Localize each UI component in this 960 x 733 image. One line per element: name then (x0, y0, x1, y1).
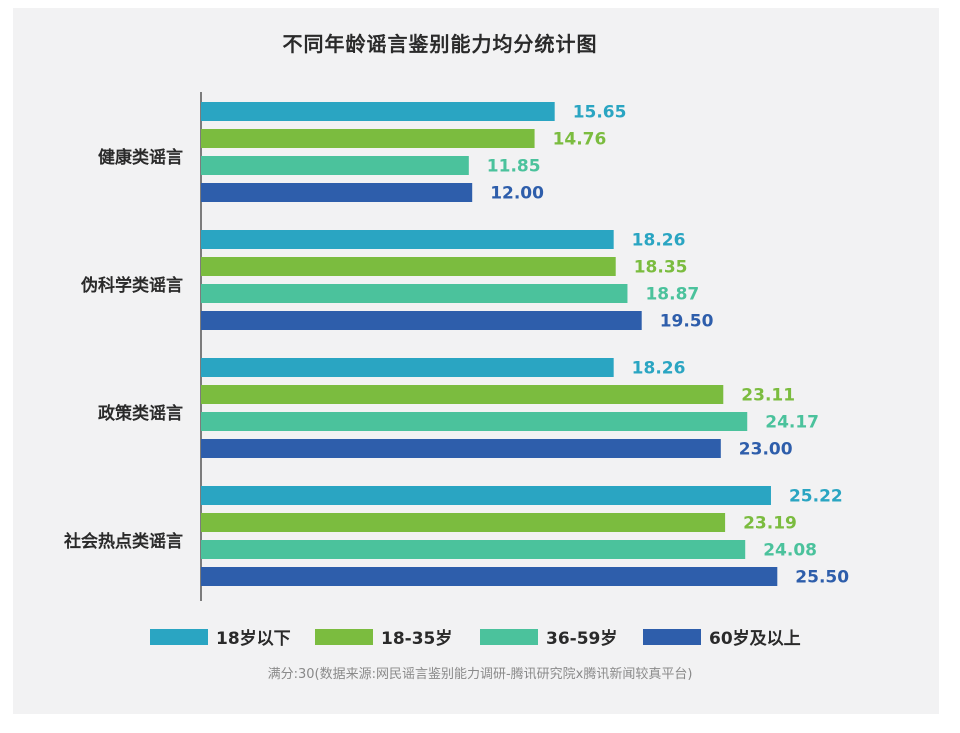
bar (201, 540, 746, 559)
legend-label-under-18: 18岁以下 (216, 629, 291, 649)
data-label: 11.85 (487, 157, 541, 177)
bar (201, 412, 748, 431)
bar (201, 257, 616, 276)
legend-item-18-35: 18-35岁 (315, 624, 452, 649)
legend: 18岁以下 18-35岁 36-59岁 60岁及以上 (150, 624, 850, 649)
data-label: 24.17 (765, 413, 819, 433)
legend-label-36-59: 36-59岁 (546, 629, 618, 649)
bar (201, 439, 721, 458)
data-label: 23.19 (743, 514, 797, 534)
bar (201, 183, 473, 202)
data-label: 18.87 (645, 285, 699, 305)
legend-item-36-59: 36-59岁 (480, 624, 617, 649)
data-label: 15.65 (573, 103, 627, 123)
legend-item-60-plus: 60岁及以上 (643, 624, 801, 649)
bar (201, 513, 726, 532)
chart-title: 不同年龄谣言鉴别能力均分统计图 (282, 32, 598, 56)
bar (201, 129, 535, 148)
category-label: 健康类谣言 (98, 147, 183, 168)
data-label: 18.35 (634, 258, 688, 278)
legend-swatch-under-18 (150, 628, 208, 645)
data-label: 18.26 (632, 359, 686, 379)
bar (201, 567, 778, 586)
data-label: 23.00 (739, 440, 793, 460)
data-label: 14.76 (553, 130, 607, 150)
legend-label-60-plus: 60岁及以上 (709, 629, 801, 649)
data-label: 25.50 (795, 568, 849, 588)
bar (201, 486, 771, 505)
bar (201, 284, 628, 303)
legend-swatch-60-plus (643, 628, 701, 645)
bar (201, 230, 614, 249)
data-label: 24.08 (763, 541, 817, 561)
category-label: 政策类谣言 (98, 403, 183, 424)
category-label: 社会热点类谣言 (63, 531, 183, 552)
bar (201, 311, 642, 330)
source-footnote: 满分:30(数据来源:网民谣言鉴别能力调研-腾讯研究院x腾讯新闻较真平台) (267, 667, 693, 682)
bar (201, 102, 555, 121)
category-label: 伪科学类谣言 (80, 275, 183, 296)
data-label: 18.26 (632, 231, 686, 251)
data-label: 25.22 (789, 487, 843, 507)
legend-swatch-18-35 (315, 628, 373, 645)
legend-label-18-35: 18-35岁 (381, 629, 453, 649)
bar (201, 358, 614, 377)
data-label: 19.50 (660, 312, 714, 332)
bar (201, 385, 724, 404)
legend-swatch-36-59 (480, 628, 538, 645)
bar (201, 156, 469, 175)
data-label: 23.11 (741, 386, 795, 406)
legend-item-under-18: 18岁以下 (150, 624, 291, 649)
data-label: 12.00 (490, 184, 544, 204)
